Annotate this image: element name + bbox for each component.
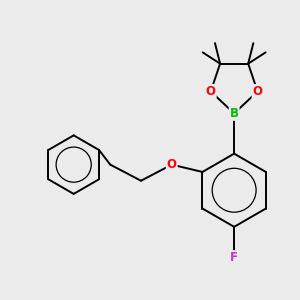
Text: O: O xyxy=(253,85,262,98)
Text: O: O xyxy=(167,158,177,171)
Text: F: F xyxy=(230,251,238,264)
Text: B: B xyxy=(230,107,238,120)
Text: O: O xyxy=(206,85,216,98)
